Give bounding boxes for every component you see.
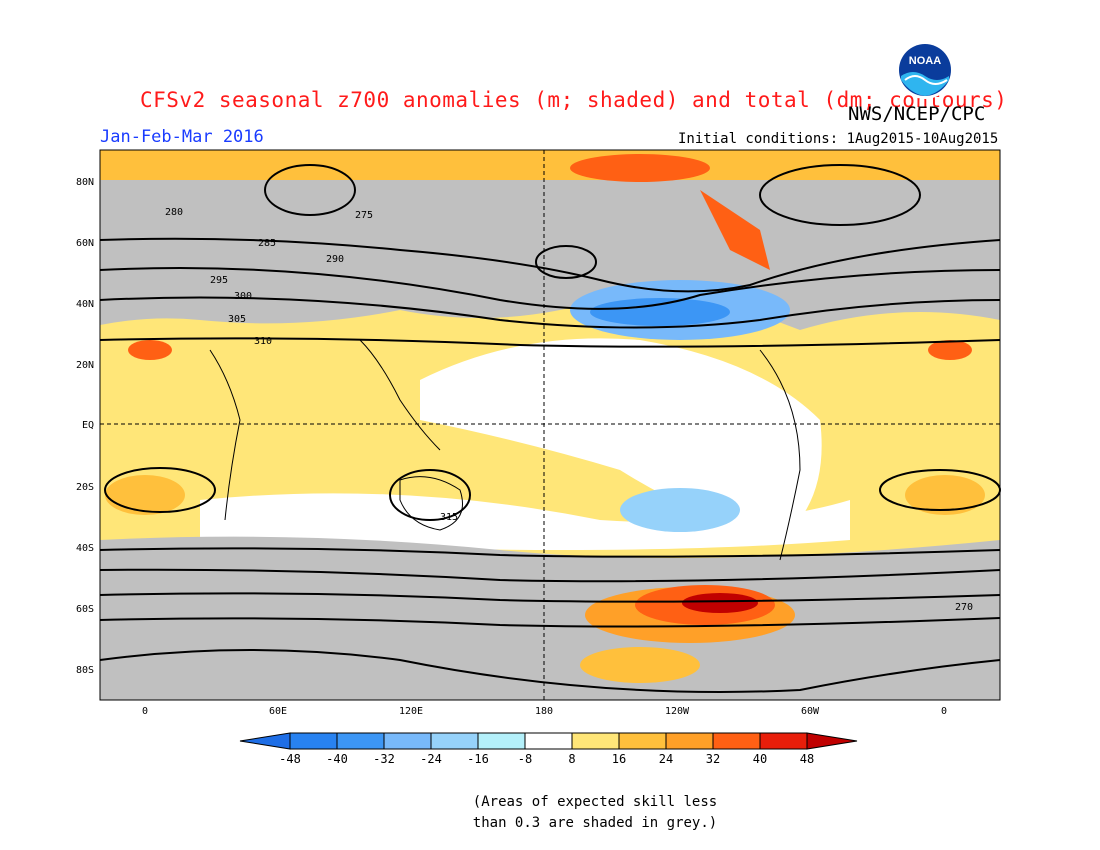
south-yellow-patch xyxy=(580,647,700,683)
skill-note-line1: (Areas of expected skill less xyxy=(472,794,718,810)
lon-label: 180 xyxy=(535,706,553,717)
lon-label: 60E xyxy=(269,706,287,717)
tropical-white-region xyxy=(420,338,822,540)
colorbar-swatch xyxy=(430,732,479,750)
contour-label-group: 275 280 285 290 295 300 305 310 315 270 xyxy=(165,207,973,613)
lat-label: 20N xyxy=(76,360,94,371)
colorbar-swatch xyxy=(383,732,432,750)
lon-label: 0 xyxy=(142,706,148,717)
colorbar-right-arrow xyxy=(806,732,858,750)
longitude-axis: 0 60E 120E 180 120W 60W 0 xyxy=(142,706,947,717)
contour-label-280: 280 xyxy=(165,207,183,218)
contour-label-295: 295 xyxy=(210,275,228,286)
colorbar-tick-label: 24 xyxy=(659,752,673,766)
logo-text: NOAA xyxy=(909,55,941,67)
colorbar-tick-label: 16 xyxy=(612,752,626,766)
colorbar: -48 -40 -32 -24 -16 -8 8 16 24 32 40 48 xyxy=(239,732,858,766)
contour-lines xyxy=(99,164,1001,693)
colorbar-tick-label: 32 xyxy=(706,752,720,766)
lat-label: 60N xyxy=(76,238,94,249)
lat-label: 40S xyxy=(76,543,94,554)
skill-note: (Areas of expected skill less than 0.3 a… xyxy=(470,792,720,834)
continent-outlines xyxy=(209,339,801,561)
atlantic-red-spot-left xyxy=(128,340,172,360)
atlantic-red-spot-right xyxy=(928,340,972,360)
colorbar-left-arrow xyxy=(239,732,291,750)
greenland-red-anomaly xyxy=(700,190,770,270)
south-white-band xyxy=(200,493,850,550)
lat-label: 40N xyxy=(76,299,94,310)
contour-label-300: 300 xyxy=(234,291,252,302)
colorbar-swatch xyxy=(759,732,808,750)
colorbar-tick-label: -8 xyxy=(518,752,532,766)
colorbar-tick-label: 48 xyxy=(800,752,814,766)
south-grey-region xyxy=(100,536,1000,700)
lat-label: 80S xyxy=(76,665,94,676)
lat-label: 80N xyxy=(76,177,94,188)
colorbar-tick-label: 40 xyxy=(753,752,767,766)
contour-label-275: 275 xyxy=(355,210,373,221)
colorbar-tick-label: -32 xyxy=(373,752,395,766)
lon-label: 120E xyxy=(399,706,423,717)
colorbar-tick-label: -48 xyxy=(279,752,301,766)
lat-label: 60S xyxy=(76,604,94,615)
initial-conditions-label: Initial conditions: 1Aug2015-10Aug2015 xyxy=(678,131,999,147)
contour-label-270: 270 xyxy=(955,602,973,613)
noaa-logo-icon: NOAA xyxy=(896,41,954,99)
colorbar-swatch xyxy=(665,732,714,750)
skill-note-line2: than 0.3 are shaded in grey.) xyxy=(472,815,718,831)
colorbar-swatch xyxy=(712,732,761,750)
map-title: CFSv2 seasonal z700 anomalies (m; shaded… xyxy=(140,88,1008,112)
north-blue-core xyxy=(590,298,730,326)
contour-label-290: 290 xyxy=(326,254,344,265)
lat-label: 20S xyxy=(76,482,94,493)
colorbar-tick-label: -24 xyxy=(420,752,442,766)
south-atlantic-orange-left xyxy=(105,475,185,515)
lon-label: 0 xyxy=(941,706,947,717)
map-frame xyxy=(99,149,1001,701)
lon-label: 60W xyxy=(801,706,820,717)
colorbar-swatch xyxy=(289,732,338,750)
colorbar-tick-label: -40 xyxy=(326,752,348,766)
agency-label: NWS/NCEP/CPC xyxy=(848,103,986,125)
contour-label-285: 285 xyxy=(258,238,276,249)
contour-label-315: 315 xyxy=(440,512,458,523)
season-label: Jan-Feb-Mar 2016 xyxy=(100,127,264,147)
south-blue-anomaly xyxy=(620,488,740,532)
south-darkred-core xyxy=(682,593,758,613)
colorbar-tick-label: -16 xyxy=(467,752,489,766)
contour-label-305: 305 xyxy=(228,314,246,325)
colorbar-tick-label: 8 xyxy=(568,752,575,766)
contour-label-310: 310 xyxy=(254,336,272,347)
colorbar-swatch xyxy=(336,732,385,750)
colorbar-swatch xyxy=(571,732,620,750)
latitude-axis: 80N 60N 40N 20N EQ 20S 40S 60S 80S xyxy=(76,177,94,676)
north-grey-region xyxy=(100,180,1000,330)
reference-gridlines xyxy=(100,150,1000,700)
colorbar-swatch xyxy=(524,732,573,750)
lat-label: EQ xyxy=(82,420,94,431)
south-atlantic-orange-right xyxy=(905,475,985,515)
colorbar-swatch xyxy=(477,732,526,750)
arctic-band xyxy=(100,150,1000,180)
arctic-red-anomaly xyxy=(570,154,710,182)
colorbar-swatch xyxy=(618,732,667,750)
lon-label: 120W xyxy=(665,706,690,717)
